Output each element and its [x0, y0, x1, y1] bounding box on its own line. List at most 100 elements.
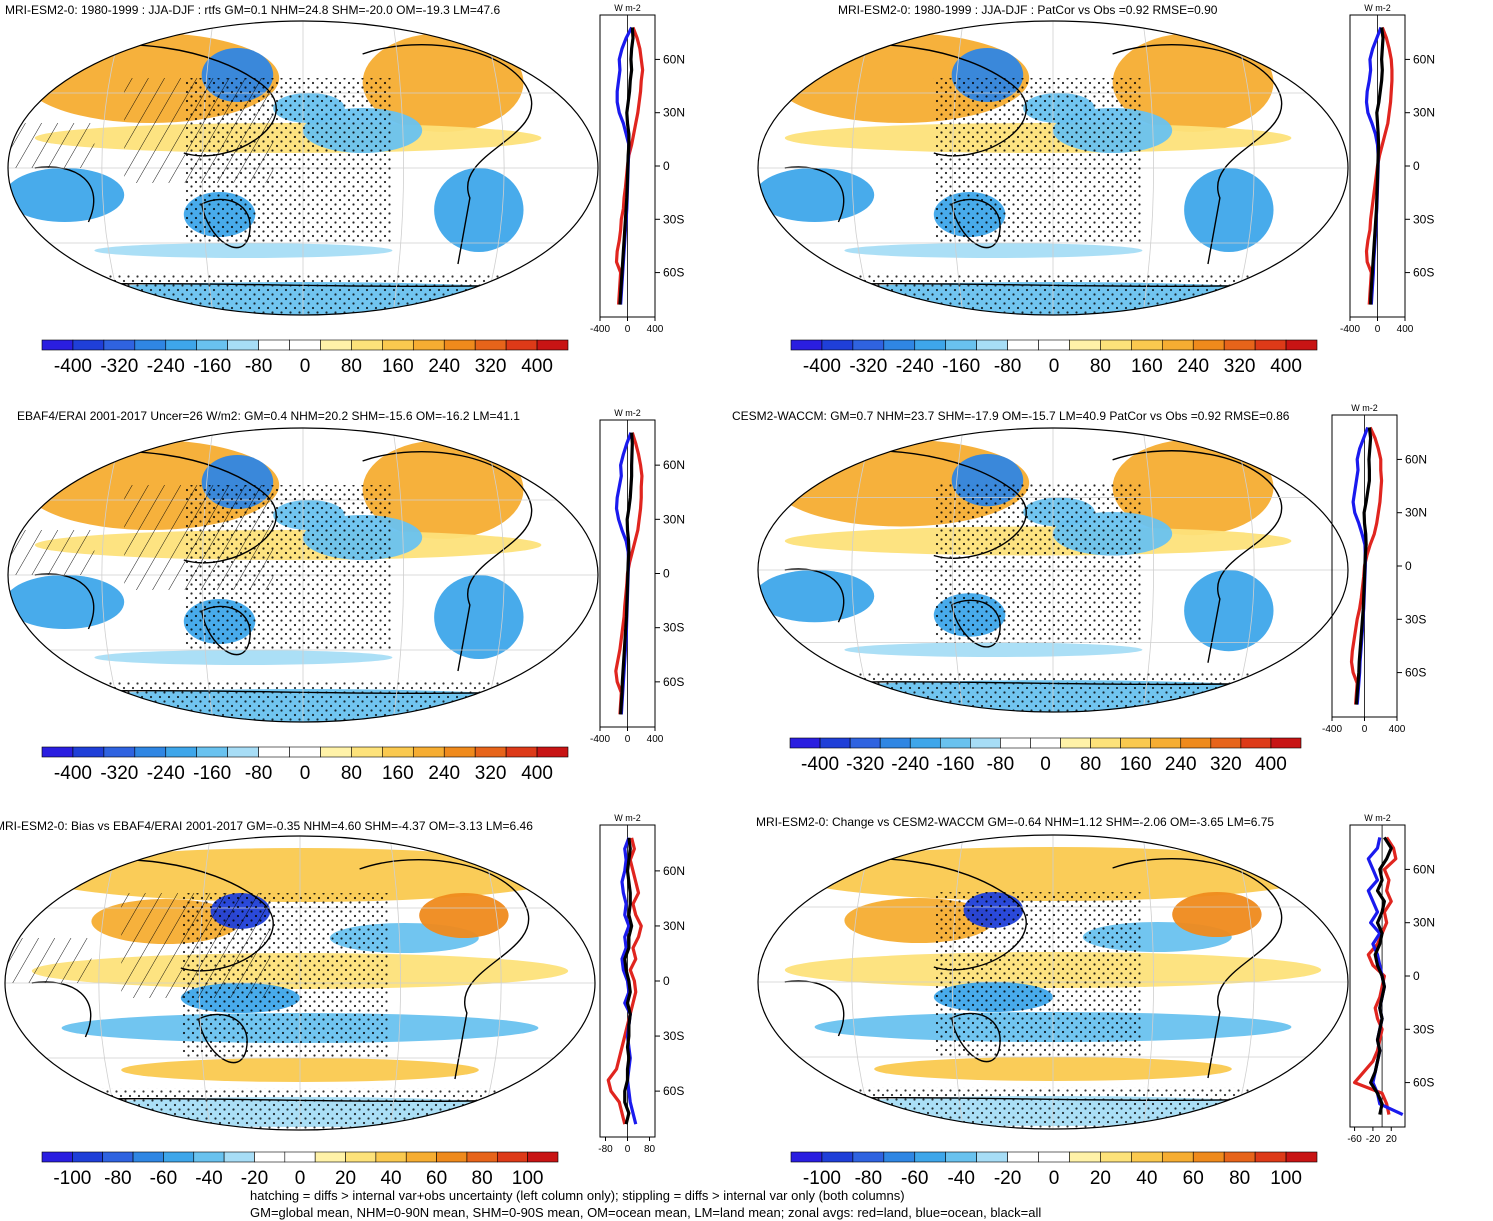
colorbar-swatch [821, 1151, 854, 1163]
map-region [94, 650, 393, 665]
map-region [844, 243, 1143, 258]
colorbar-label: 80 [1229, 1168, 1250, 1189]
stippling [5, 1088, 595, 1130]
ytick-label: 30S [663, 1029, 684, 1043]
colorbar-swatch [227, 746, 259, 758]
colorbar-label: 80 [341, 356, 362, 377]
colorbar-swatch [914, 339, 947, 351]
colorbar-swatch [1192, 1151, 1225, 1163]
colorbar-swatch [1000, 737, 1031, 749]
colorbar-swatch [258, 339, 290, 351]
coastline [784, 568, 845, 623]
colorbar-swatch [852, 339, 885, 351]
colorbar-label: 80 [341, 763, 362, 784]
ytick-label: 30S [663, 621, 684, 635]
colorbar-swatch [1270, 737, 1302, 749]
map-outline [4, 835, 596, 1131]
colorbar-label: 0 [300, 356, 311, 377]
panel-title-2: MRI-ESM2-0: 1980-1999 : JJA-DJF : PatCor… [838, 3, 1218, 17]
colorbar-swatch [72, 339, 105, 351]
colorbar-swatch [1150, 737, 1182, 749]
map-region [434, 168, 524, 252]
colorbar-swatch [1069, 1151, 1101, 1163]
ytick-label: 0 [663, 159, 670, 173]
map-region [8, 575, 125, 629]
colorbar-swatch [883, 1151, 916, 1163]
colorbar-label: -320 [849, 356, 887, 377]
map-panel-1 [7, 20, 599, 316]
colorbar-label: 160 [382, 763, 414, 784]
zonal-series-all [1369, 836, 1393, 1115]
colorbar-swatch [436, 1151, 468, 1163]
colorbar-label: 240 [428, 356, 460, 377]
colorbar-swatch [1223, 1151, 1256, 1163]
colorbar-label: -60 [901, 1168, 928, 1189]
colorbar-swatch [790, 1151, 823, 1163]
panel-title-5: MRI-ESM2-0: Bias vs EBAF4/ERAI 2001-2017… [0, 819, 533, 833]
ytick-label: 60S [1413, 1076, 1434, 1090]
footnote-line-2: GM=global mean, NHM=0-90N mean, SHM=0-90… [250, 1205, 1042, 1220]
stippling [8, 680, 598, 722]
xtick-label: -20 [1366, 1134, 1381, 1145]
colorbar-label: -240 [896, 356, 934, 377]
colorbar-swatch [789, 737, 821, 749]
colorbar-swatch [1192, 339, 1225, 351]
colorbar-swatch [103, 746, 136, 758]
ytick-label: 0 [1405, 559, 1412, 573]
colorbar-label: 0 [295, 1168, 306, 1189]
colorbar-2: -400 -320 -240 -160 -80 0 80 160 240 320 400 [790, 339, 1318, 377]
colorbar-label: -400 [803, 356, 841, 377]
colorbar-label: 40 [1136, 1168, 1157, 1189]
colorbar-swatch [790, 339, 823, 351]
colorbar-label: 320 [475, 356, 507, 377]
stippling [758, 1087, 1348, 1129]
ytick-label: 30N [1413, 916, 1435, 930]
colorbar-swatch [1100, 339, 1132, 351]
colorbar-swatch [41, 746, 74, 758]
colorbar-swatch [1131, 1151, 1163, 1163]
colorbar-label: 0 [1040, 754, 1051, 775]
xtick-label: 80 [644, 1144, 656, 1155]
zonal-units: W m-2 [1364, 3, 1391, 13]
colorbar-swatch [443, 339, 476, 351]
zonal-series-ocean [615, 26, 634, 305]
colorbar-label: -100 [803, 1168, 841, 1189]
colorbar-4: -400 -320 -240 -160 -80 0 80 160 240 320 400 [789, 737, 1302, 775]
colorbar-swatch [1210, 737, 1242, 749]
colorbar-swatch [314, 1151, 346, 1163]
panel-title-4: CESM2-WACCM: GM=0.7 NHM=23.7 SHM=-17.9 O… [732, 409, 1290, 423]
zonal-units: W m-2 [1351, 403, 1378, 413]
colorbar-5: -100 -80 -60 -40 -20 0 20 40 60 80 100 [41, 1151, 559, 1189]
zonal-series-land [1352, 836, 1398, 1115]
ytick-label: 30N [1405, 506, 1427, 520]
colorbar-swatch [163, 1151, 195, 1163]
colorbar-label: -100 [53, 1168, 91, 1189]
colorbar-3: -400 -320 -240 -160 -80 0 80 160 240 320 400 [41, 746, 569, 784]
colorbar-label: 400 [521, 356, 553, 377]
colorbar-swatch [1223, 339, 1256, 351]
colorbar-swatch [382, 746, 414, 758]
ytick-label: 30S [1405, 612, 1426, 626]
colorbar-label: 60 [426, 1168, 447, 1189]
colorbar-label: 240 [428, 763, 460, 784]
colorbar-label: 400 [1255, 754, 1287, 775]
colorbar-label: 80 [1080, 754, 1101, 775]
colorbar-label: -240 [147, 356, 185, 377]
hatching [5, 938, 92, 983]
xtick-label: 0 [1375, 324, 1381, 335]
map-outline [7, 20, 599, 316]
colorbar-label: -80 [104, 1168, 131, 1189]
colorbar-label: 80 [1090, 356, 1111, 377]
colorbar-swatch [193, 1151, 225, 1163]
colorbar-label: 60 [1183, 1168, 1204, 1189]
colorbar-label: -160 [193, 763, 231, 784]
zonal-units: W m-2 [614, 813, 641, 823]
ytick-label: 30N [663, 919, 685, 933]
colorbar-label: -320 [100, 763, 138, 784]
map-region [434, 575, 524, 659]
map-panel-4 [757, 427, 1349, 713]
map-region [8, 168, 125, 222]
map-region [362, 440, 524, 539]
zonal-plot-4: W m-2 60N 30N 0 30S 60S -400 0 400 [1322, 403, 1427, 735]
colorbar-swatch [976, 1151, 1008, 1163]
